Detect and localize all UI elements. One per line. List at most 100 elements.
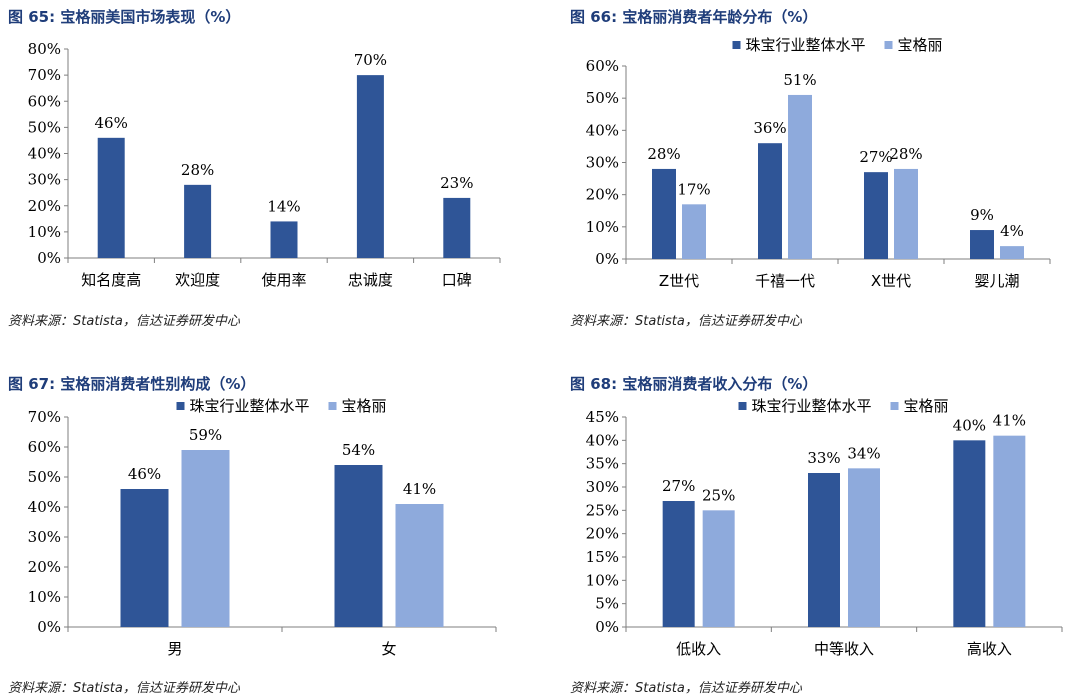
chart-svg: 0% 5% 10% 15% 20% 25% 30% 35% 40% 45% 低收入 中等收入 高收入 27… — [586, 397, 1063, 658]
data-label: 54% — [342, 441, 375, 459]
data-label: 14% — [267, 197, 300, 215]
y-tick-label: 10% — [28, 223, 61, 241]
bar — [993, 435, 1026, 627]
y-tick-label: 20% — [28, 197, 61, 215]
legend-swatch — [884, 41, 893, 49]
x-tick-label: 口碑 — [442, 271, 472, 289]
y-tick-label: 50% — [586, 89, 619, 107]
legend-swatch — [890, 402, 899, 410]
y-tick-label: 45% — [586, 408, 619, 426]
bar — [864, 172, 888, 259]
y-tick-label: 25% — [586, 501, 619, 519]
data-label: 33% — [807, 449, 840, 467]
chart-title: 图 67: 宝格丽消费者性别构成（%） — [8, 375, 256, 393]
y-tick-label: 60% — [28, 438, 61, 456]
bar — [652, 168, 676, 259]
y-tick-label: 60% — [28, 92, 61, 110]
y-tick-label: 15% — [586, 548, 619, 566]
data-label: 41% — [403, 480, 436, 498]
bar — [848, 468, 880, 627]
bar — [443, 197, 471, 258]
legend-label: 宝格丽 — [904, 397, 949, 415]
bar — [788, 94, 812, 259]
x-tick-label: 使用率 — [261, 271, 306, 289]
y-tick-label: 5% — [595, 595, 619, 613]
legend-label: 宝格丽 — [898, 36, 943, 54]
data-label: 41% — [993, 412, 1026, 430]
bar — [953, 440, 986, 627]
legend-swatch — [328, 402, 337, 410]
data-label: 28% — [647, 145, 680, 163]
bar — [334, 465, 383, 627]
y-tick-label: 40% — [586, 431, 619, 449]
data-label: 59% — [189, 426, 222, 444]
bar — [970, 230, 994, 259]
chart-source: 资料来源：Statista，信达证券研发中心 — [570, 681, 802, 696]
x-tick-label: 中等收入 — [814, 640, 874, 658]
y-tick-label: 20% — [586, 525, 619, 543]
legend-swatch — [738, 402, 747, 410]
data-label: 17% — [677, 180, 710, 198]
data-label: 27% — [859, 148, 892, 166]
data-label: 46% — [128, 465, 161, 483]
data-label: 36% — [753, 119, 786, 137]
bar — [356, 75, 384, 258]
y-tick-label: 40% — [586, 121, 619, 139]
chart-source: 资料来源：Statista，信达证券研发中心 — [8, 314, 240, 329]
y-tick-label: 30% — [28, 171, 61, 189]
bar — [1000, 246, 1024, 259]
bar — [808, 473, 840, 627]
y-tick-label: 10% — [586, 218, 619, 236]
bar — [270, 221, 298, 258]
bar — [120, 489, 169, 627]
chart-source: 资料来源：Statista，信达证券研发中心 — [570, 314, 802, 329]
y-tick-label: 60% — [586, 57, 619, 75]
bar — [894, 168, 918, 259]
legend-label: 珠宝行业整体水平 — [190, 397, 310, 415]
y-tick-label: 40% — [28, 145, 61, 163]
x-tick-label: 女 — [381, 640, 396, 658]
chart-svg: 0% 10% 20% 30% 40% 50% 60% Z世代 千禧一代 X世代 婴儿潮 28% 36% 2… — [586, 36, 1051, 290]
legend-swatch — [732, 41, 741, 49]
chart-panel-66: 图 66: 宝格丽消费者年龄分布（%） 0% 10% 20% 30% 40% 50% 60%… — [570, 6, 1080, 336]
chart-title: 图 65: 宝格丽美国市场表现（%） — [8, 8, 241, 26]
y-tick-label: 0% — [37, 249, 61, 267]
chart-title: 图 68: 宝格丽消费者收入分布（%） — [570, 375, 818, 393]
y-tick-label: 30% — [586, 154, 619, 172]
data-label: 27% — [662, 477, 695, 495]
y-tick-label: 80% — [28, 40, 61, 58]
x-tick-label: 千禧一代 — [755, 272, 815, 290]
y-tick-label: 0% — [595, 618, 619, 636]
data-label: 28% — [181, 161, 214, 179]
x-tick-label: 男 — [167, 640, 182, 658]
chart-panel-68: 图 68: 宝格丽消费者收入分布（%） 0% 5% 10% 15% 20% 25% 30% 3… — [570, 373, 1080, 699]
x-tick-label: 高收入 — [967, 640, 1012, 658]
y-tick-label: 20% — [586, 186, 619, 204]
bar — [184, 184, 212, 258]
bar — [395, 504, 444, 627]
y-tick-label: 30% — [586, 478, 619, 496]
legend-swatch — [176, 402, 185, 410]
data-label: 25% — [702, 486, 735, 504]
bar — [702, 510, 735, 627]
x-tick-label: 婴儿潮 — [974, 272, 1019, 290]
chart-title: 图 66: 宝格丽消费者年龄分布（%） — [570, 8, 818, 26]
data-label: 70% — [354, 51, 387, 69]
y-tick-label: 20% — [28, 558, 61, 576]
y-tick-label: 50% — [28, 468, 61, 486]
data-label: 9% — [970, 206, 994, 224]
x-tick-label: Z世代 — [659, 272, 699, 290]
x-tick-label: 欢迎度 — [175, 271, 220, 289]
data-label: 28% — [889, 145, 922, 163]
y-tick-label: 10% — [28, 588, 61, 606]
y-tick-label: 30% — [28, 528, 61, 546]
x-tick-label: 低收入 — [676, 640, 721, 658]
y-tick-label: 0% — [37, 618, 61, 636]
y-tick-label: 35% — [586, 455, 619, 473]
y-tick-label: 70% — [28, 408, 61, 426]
legend-label: 珠宝行业整体水平 — [752, 397, 872, 415]
y-tick-label: 40% — [28, 498, 61, 516]
data-label: 40% — [953, 416, 986, 434]
y-tick-label: 10% — [586, 571, 619, 589]
bar — [758, 143, 782, 259]
